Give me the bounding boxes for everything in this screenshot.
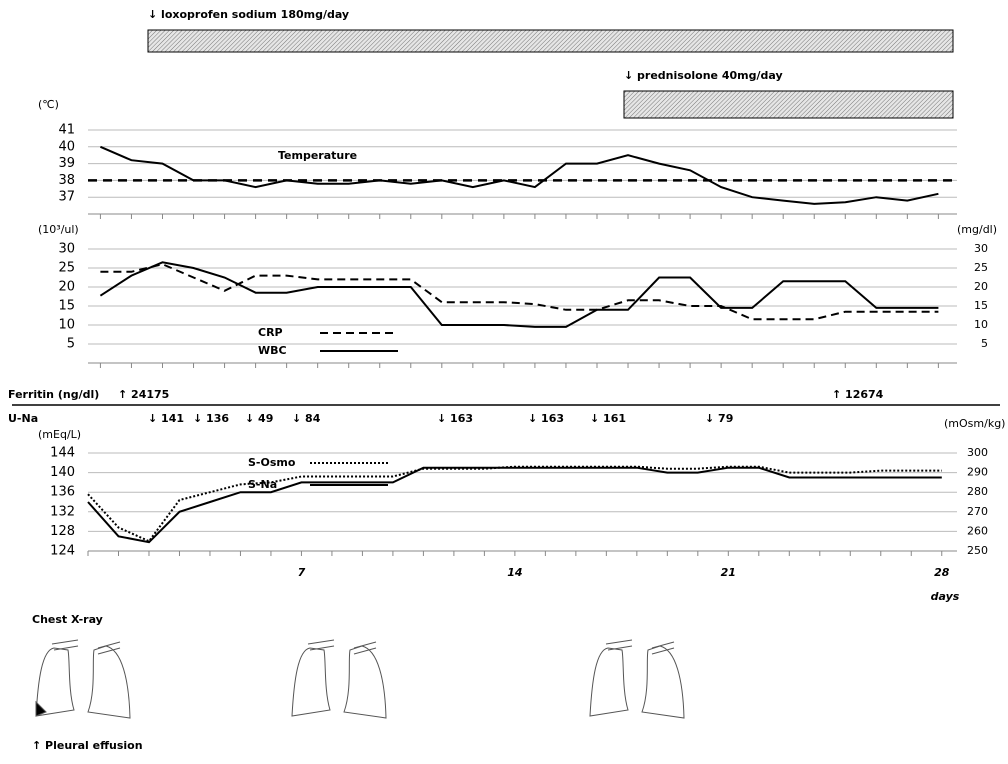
- ferritin-value: ↑ 12674: [832, 388, 884, 401]
- ferritin-label: Ferritin (ng/dl): [8, 388, 99, 401]
- y-tick-label: 140: [50, 465, 75, 480]
- series-line: [100, 264, 938, 319]
- legend-label: S-Na: [248, 478, 277, 491]
- y-axis-label: (℃): [38, 98, 59, 111]
- u-na-values: ↓ 141 ↓ 136 ↓ 49 ↓ 84 ↓ 163 ↓ 163 ↓ 161 ↓ 79: [148, 412, 733, 425]
- y2-tick-label: 250: [967, 544, 988, 557]
- y2-tick-label: 5: [981, 337, 988, 350]
- u-na-value: ↓ 79: [705, 412, 733, 425]
- x-axis-label: days: [931, 590, 960, 603]
- y-tick-label: 10: [58, 318, 75, 333]
- y-tick-label: 38: [58, 173, 75, 188]
- lung-pair: [590, 640, 684, 718]
- y-tick-label: 20: [58, 280, 75, 295]
- lung-pair: [292, 640, 386, 718]
- u-na-value: ↓ 163: [437, 412, 473, 425]
- u-na-value: ↓ 49: [245, 412, 273, 425]
- y2-tick-label: 30: [974, 242, 988, 255]
- y-tick-label: 5: [67, 337, 75, 352]
- chest-xray-label: Chest X-ray: [32, 613, 103, 626]
- y-tick-label: 128: [50, 524, 75, 539]
- treatment-bar: [148, 30, 953, 52]
- series-line: [100, 262, 938, 327]
- u-na-value: ↓ 163: [528, 412, 564, 425]
- y-tick-label: 144: [50, 446, 75, 461]
- y2-tick-label: 15: [974, 299, 988, 312]
- page: ↓ loxoprofen sodium 180mg/day ↓ predniso…: [0, 0, 1008, 764]
- y-tick-label: 25: [58, 261, 75, 276]
- y2-tick-label: 25: [974, 261, 988, 274]
- u-na-value: ↓ 161: [590, 412, 626, 425]
- lung-pair: [36, 640, 130, 718]
- clinical-course-chart: ↓ loxoprofen sodium 180mg/day ↓ predniso…: [0, 0, 1008, 760]
- y2-tick-label: 270: [967, 505, 988, 518]
- y2-tick-label: 10: [974, 318, 988, 331]
- chest-xray-note: ↑ Pleural effusion: [32, 739, 143, 752]
- y2-tick-label: 20: [974, 280, 988, 293]
- legend-label: WBC: [258, 344, 287, 357]
- y-tick-label: 40: [58, 139, 75, 154]
- y-tick-label: 39: [58, 156, 75, 171]
- y2-tick-label: 290: [967, 466, 988, 479]
- u-na-value: ↓ 84: [292, 412, 321, 425]
- y2-tick-label: 280: [967, 485, 988, 498]
- y-tick-label: 132: [50, 504, 75, 519]
- y-tick-label: 136: [50, 485, 75, 500]
- y2-axis-label: (mOsm/kg): [944, 417, 1005, 430]
- y-tick-label: 124: [50, 544, 75, 559]
- u-na-label: U-Na: [8, 412, 38, 425]
- y-tick-label: 37: [58, 190, 75, 205]
- ferritin-value: ↑ 24175: [118, 388, 169, 401]
- x-tick-label: 28: [934, 566, 950, 579]
- treatment-bar: [624, 91, 953, 118]
- series-line: [100, 147, 938, 204]
- chest-xray-images: [36, 640, 684, 718]
- x-tick-label: 14: [507, 566, 522, 579]
- y2-tick-label: 300: [967, 446, 988, 459]
- x-tick-label: 21: [721, 566, 736, 579]
- y-axis-label: (10³/ul): [38, 223, 79, 236]
- treatment-label: ↓ prednisolone 40mg/day: [624, 69, 783, 82]
- legend-label: S-Osmo: [248, 456, 296, 469]
- x-tick-label: 7: [298, 566, 306, 579]
- legend-label: CRP: [258, 326, 283, 339]
- y-tick-label: 15: [58, 299, 75, 314]
- y2-axis-label: (mg/dl): [957, 223, 997, 236]
- y-axis-label: (mEq/L): [38, 428, 81, 441]
- u-na-value: ↓ 136: [193, 412, 229, 425]
- legend-label: Temperature: [278, 149, 357, 162]
- treatment-label: ↓ loxoprofen sodium 180mg/day: [148, 8, 349, 21]
- u-na-value: ↓ 141: [148, 412, 184, 425]
- y2-tick-label: 260: [967, 524, 988, 537]
- y-tick-label: 30: [58, 242, 75, 257]
- y-tick-label: 41: [58, 123, 75, 138]
